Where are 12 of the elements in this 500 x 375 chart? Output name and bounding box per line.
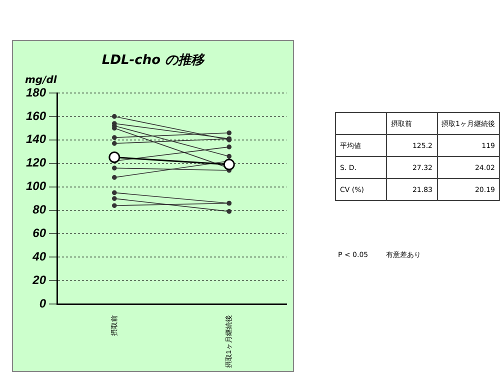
y-tick-label: 160 [26, 108, 46, 123]
y-tick-label: 120 [26, 156, 46, 170]
y-axis-title: mg/dl [25, 75, 57, 86]
y-tick-label: 100 [26, 179, 46, 194]
y-tick-label: 40 [32, 250, 46, 264]
y-tick-label: 140 [26, 132, 46, 146]
chart-title: LDL-cho の推移 [100, 52, 206, 69]
y-tick-label: 60 [32, 226, 46, 240]
y-tick-label: 20 [32, 272, 46, 287]
y-tick-label: 180 [26, 85, 46, 100]
y-tick-label: 0 [39, 296, 46, 310]
y-tick-label: 80 [32, 202, 46, 217]
